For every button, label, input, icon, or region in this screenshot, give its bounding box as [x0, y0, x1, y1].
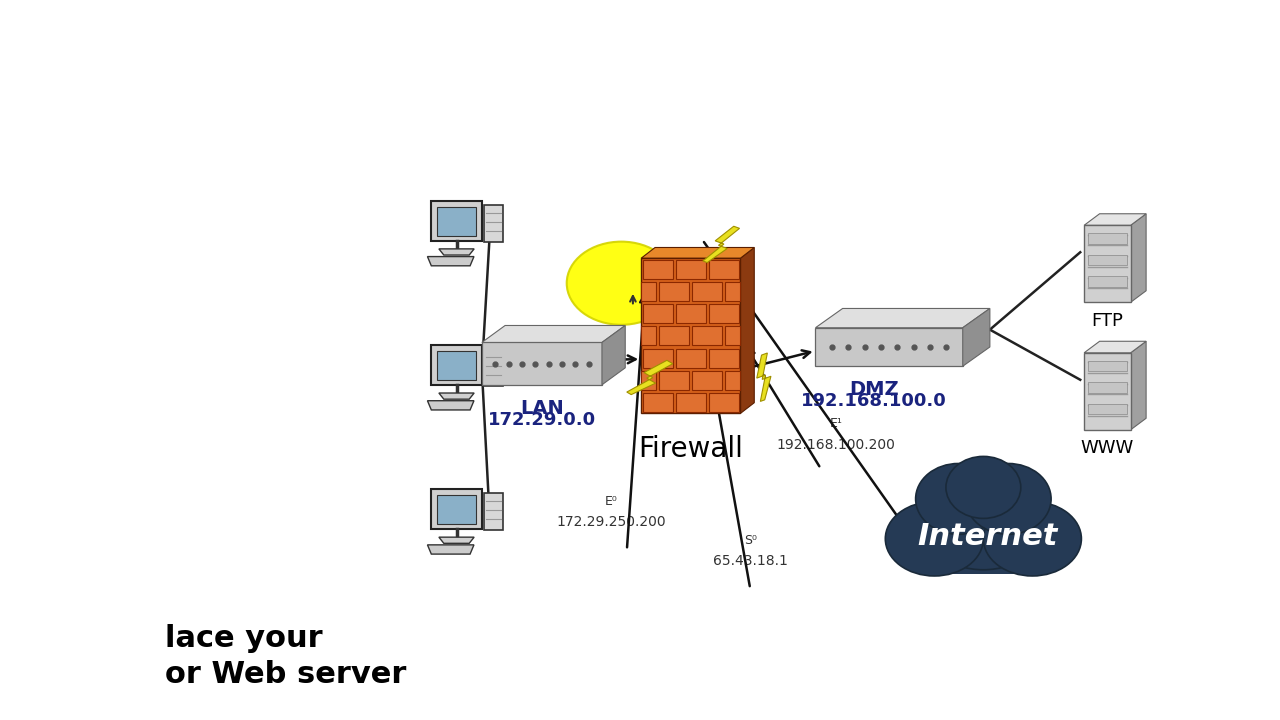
Polygon shape	[641, 282, 657, 301]
Ellipse shape	[915, 464, 1001, 534]
Polygon shape	[484, 493, 503, 530]
Polygon shape	[676, 393, 705, 412]
Polygon shape	[1084, 225, 1130, 302]
Polygon shape	[1088, 276, 1126, 287]
Polygon shape	[627, 360, 673, 395]
Ellipse shape	[567, 242, 676, 325]
Ellipse shape	[965, 464, 1051, 534]
Polygon shape	[815, 328, 963, 366]
Text: Firewall: Firewall	[639, 435, 744, 463]
Polygon shape	[431, 490, 481, 529]
Polygon shape	[643, 304, 672, 323]
Polygon shape	[740, 248, 754, 413]
Polygon shape	[1084, 341, 1146, 353]
Polygon shape	[659, 326, 689, 346]
Text: 172.29.0.0: 172.29.0.0	[488, 411, 596, 429]
Polygon shape	[726, 282, 740, 301]
Polygon shape	[756, 353, 771, 402]
Polygon shape	[436, 351, 476, 379]
Polygon shape	[709, 304, 739, 323]
Polygon shape	[641, 371, 657, 390]
Polygon shape	[484, 349, 503, 386]
Polygon shape	[602, 325, 625, 384]
Polygon shape	[676, 304, 705, 323]
Polygon shape	[709, 393, 739, 412]
Text: 172.29.250.200: 172.29.250.200	[557, 516, 666, 529]
Ellipse shape	[886, 502, 983, 576]
Text: 65.43.18.1: 65.43.18.1	[713, 554, 787, 568]
Text: LAN: LAN	[520, 399, 563, 418]
Ellipse shape	[946, 456, 1020, 518]
Polygon shape	[439, 537, 474, 544]
Ellipse shape	[983, 502, 1082, 576]
Text: DMZ: DMZ	[849, 380, 899, 399]
Polygon shape	[481, 325, 625, 343]
Polygon shape	[709, 348, 739, 368]
Polygon shape	[641, 258, 740, 413]
Polygon shape	[726, 371, 740, 390]
Polygon shape	[1088, 361, 1126, 372]
Text: 192.168.100.200: 192.168.100.200	[777, 438, 896, 452]
Text: Internet: Internet	[916, 521, 1057, 551]
Polygon shape	[1088, 233, 1126, 244]
Text: 192.168.100.0: 192.168.100.0	[801, 392, 946, 410]
Polygon shape	[439, 249, 474, 255]
Polygon shape	[692, 371, 722, 390]
Polygon shape	[643, 393, 672, 412]
Polygon shape	[676, 260, 705, 279]
Polygon shape	[436, 207, 476, 235]
Text: or Web server: or Web server	[165, 660, 406, 688]
Polygon shape	[643, 348, 672, 368]
Text: S⁰: S⁰	[744, 534, 756, 546]
Polygon shape	[641, 326, 657, 346]
Polygon shape	[1088, 382, 1126, 393]
Polygon shape	[431, 201, 481, 241]
Polygon shape	[1088, 404, 1126, 415]
Polygon shape	[709, 260, 739, 279]
Polygon shape	[428, 256, 474, 266]
Polygon shape	[963, 308, 989, 366]
Polygon shape	[922, 539, 1046, 574]
Polygon shape	[676, 348, 705, 368]
Text: E¹: E¹	[829, 417, 842, 430]
Polygon shape	[659, 371, 689, 390]
Polygon shape	[641, 248, 754, 258]
Polygon shape	[815, 308, 989, 328]
Polygon shape	[659, 282, 689, 301]
Polygon shape	[428, 545, 474, 554]
Polygon shape	[1084, 214, 1146, 225]
Polygon shape	[439, 393, 474, 399]
Polygon shape	[436, 495, 476, 524]
Polygon shape	[726, 326, 740, 346]
Polygon shape	[1130, 341, 1146, 430]
Polygon shape	[431, 346, 481, 385]
Polygon shape	[1088, 255, 1126, 266]
Polygon shape	[1084, 353, 1130, 430]
Text: E⁰: E⁰	[605, 495, 618, 508]
Ellipse shape	[922, 472, 1046, 570]
Polygon shape	[481, 343, 602, 384]
Polygon shape	[703, 226, 740, 263]
Text: FTP: FTP	[1092, 312, 1124, 330]
Polygon shape	[692, 282, 722, 301]
Polygon shape	[692, 326, 722, 346]
Polygon shape	[484, 205, 503, 242]
Polygon shape	[643, 260, 672, 279]
Polygon shape	[1130, 214, 1146, 302]
Text: lace your: lace your	[165, 624, 323, 653]
Text: WWW: WWW	[1080, 439, 1134, 457]
Polygon shape	[428, 401, 474, 410]
